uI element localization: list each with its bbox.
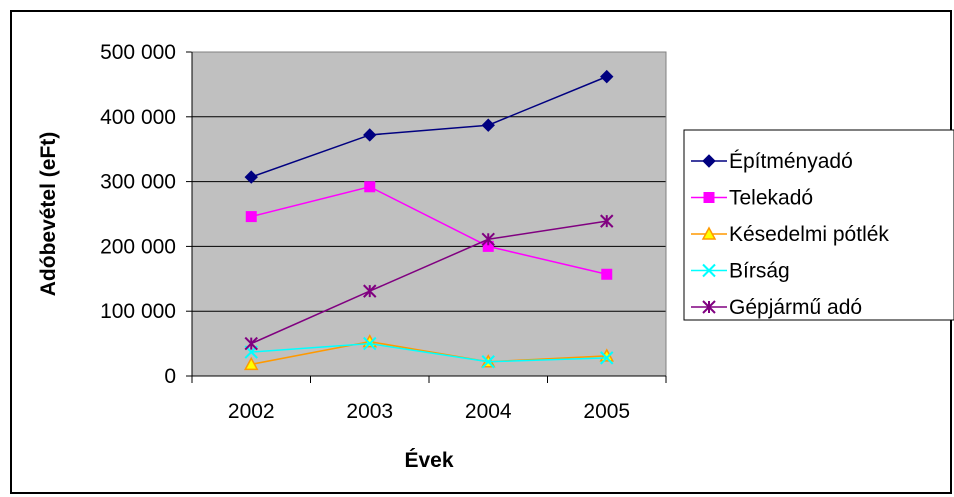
x-marker-stroke xyxy=(702,263,716,278)
legend-label: Építményadó xyxy=(729,150,853,173)
plot-area xyxy=(192,52,666,376)
legend-label: Gépjármű adó xyxy=(729,296,862,319)
y-tick-label: 500 000 xyxy=(100,41,176,64)
legend-label: Telekadó xyxy=(729,187,813,210)
legend: Építményadó Telekadó Késedelmi pótlék Bírsá… xyxy=(683,129,954,321)
series-line xyxy=(250,220,607,345)
diamond-marker xyxy=(363,128,377,142)
star-marker xyxy=(481,232,495,246)
square-marker xyxy=(601,268,613,280)
y-tick-label: 100 000 xyxy=(100,300,176,323)
x-marker xyxy=(481,355,495,369)
legend-label: Bírság xyxy=(729,260,790,283)
x-tick-label: 2003 xyxy=(346,400,393,423)
legend-item: Telekadó xyxy=(691,187,813,210)
data-point xyxy=(600,214,614,228)
y-tick-labels: 0 100 000 200 000 300 000 400 000 500 000 xyxy=(100,41,176,388)
axes xyxy=(191,51,667,383)
series-line xyxy=(251,340,607,366)
triangle-marker xyxy=(701,226,717,240)
legend-box xyxy=(683,129,954,321)
square-marker xyxy=(703,192,715,203)
x-tick-label: 2002 xyxy=(228,400,275,423)
star-marker xyxy=(244,336,258,351)
diamond-marker xyxy=(702,154,716,168)
series-group xyxy=(243,69,615,371)
data-point xyxy=(245,211,257,223)
data-point xyxy=(243,356,259,371)
x-marker-stroke xyxy=(600,351,614,365)
data-point xyxy=(363,336,377,351)
x-axis-title: Évek xyxy=(404,449,453,472)
legend-item: Építményadó xyxy=(691,150,853,173)
legend-item: Bírság xyxy=(691,260,790,283)
x-marker xyxy=(600,351,614,365)
diamond-marker xyxy=(481,118,495,132)
y-tick-label: 0 xyxy=(164,365,176,388)
data-point xyxy=(600,351,614,365)
data-point xyxy=(481,118,495,132)
star-marker xyxy=(363,284,377,298)
data-point xyxy=(244,170,258,184)
data-point xyxy=(481,232,495,246)
data-point xyxy=(481,355,495,369)
y-axis-title: Adóbevétel (eFt) xyxy=(37,132,60,297)
x-marker xyxy=(702,263,716,278)
x-marker-stroke xyxy=(363,336,377,351)
triangle-marker xyxy=(243,356,259,371)
series-5 xyxy=(244,214,614,351)
data-point xyxy=(364,181,376,193)
y-tick-label: 300 000 xyxy=(100,171,176,194)
y-tick-label: 200 000 xyxy=(100,235,176,258)
data-point xyxy=(363,284,377,298)
series-1 xyxy=(244,69,614,184)
diamond-marker xyxy=(600,69,614,84)
square-marker xyxy=(245,211,257,223)
data-point xyxy=(363,128,377,142)
x-marker-stroke xyxy=(481,355,495,369)
x-marker xyxy=(363,336,377,351)
legend-label: Késedelmi pótlék xyxy=(729,223,889,246)
data-point xyxy=(601,268,613,280)
x-tick-label: 2005 xyxy=(583,400,630,423)
star-marker xyxy=(702,300,716,314)
x-tick-label: 2004 xyxy=(465,400,512,423)
series-line xyxy=(251,342,607,363)
legend-item: Gépjármű adó xyxy=(691,296,862,319)
y-tick-label: 400 000 xyxy=(100,106,176,129)
series-line xyxy=(251,185,607,275)
square-marker xyxy=(364,181,376,193)
legend-item: Késedelmi pótlék xyxy=(691,223,889,246)
series-4 xyxy=(244,336,614,369)
data-point xyxy=(244,336,258,351)
x-tick-labels: 2002 2003 2004 2005 xyxy=(228,400,630,423)
series-line xyxy=(250,75,608,178)
data-point xyxy=(600,69,614,84)
star-marker xyxy=(600,214,614,228)
diamond-marker xyxy=(244,170,258,184)
